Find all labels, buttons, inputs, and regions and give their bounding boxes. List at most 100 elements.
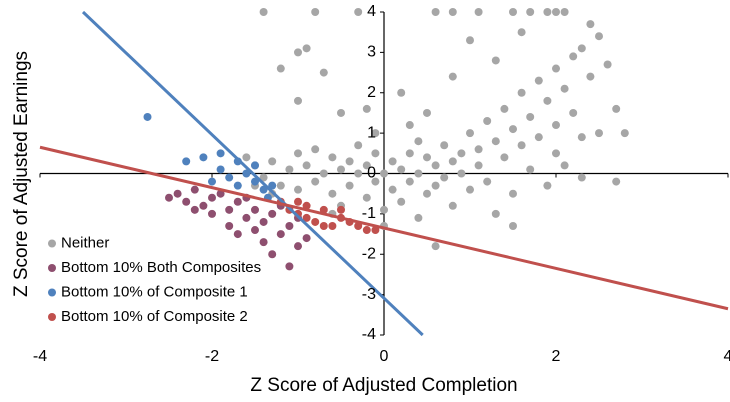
- point: [242, 169, 251, 178]
- point: [354, 221, 363, 230]
- point: [311, 217, 320, 226]
- point: [199, 153, 208, 162]
- point: [190, 205, 199, 214]
- point: [242, 213, 251, 222]
- point: [216, 165, 225, 174]
- point: [337, 165, 345, 174]
- point: [423, 153, 431, 162]
- point: [362, 104, 371, 113]
- y-tick-label: 4: [367, 3, 376, 20]
- point: [354, 8, 363, 16]
- point: [294, 197, 302, 206]
- point: [569, 108, 578, 117]
- y-tick-label: -3: [362, 286, 376, 303]
- point: [259, 217, 268, 226]
- point: [285, 262, 294, 271]
- point: [534, 133, 543, 142]
- point: [543, 96, 552, 105]
- x-tick-label: 2: [552, 348, 561, 365]
- point: [225, 205, 234, 214]
- point: [431, 8, 440, 16]
- point: [302, 161, 311, 170]
- point: [474, 145, 483, 154]
- point: [208, 177, 216, 186]
- point: [285, 165, 294, 174]
- point: [534, 76, 543, 85]
- point: [526, 112, 535, 121]
- point: [560, 8, 569, 16]
- point: [345, 157, 354, 166]
- point: [612, 177, 621, 186]
- point: [182, 157, 191, 166]
- legend-label: Bottom 10% of Composite 1: [61, 283, 248, 300]
- point: [302, 234, 311, 243]
- legend-label: Neither: [61, 234, 109, 251]
- legend-marker: [48, 239, 56, 248]
- x-axis-title: Z Score of Adjusted Completion: [250, 375, 517, 396]
- point: [500, 153, 509, 162]
- point: [319, 169, 328, 178]
- point: [259, 238, 268, 247]
- point: [474, 161, 483, 170]
- point: [311, 145, 320, 154]
- y-tick-label: -4: [362, 326, 376, 343]
- point: [225, 173, 234, 182]
- point: [388, 185, 397, 194]
- point: [225, 221, 234, 230]
- point: [251, 161, 259, 170]
- point: [268, 181, 277, 190]
- legend-label: Bottom 10% of Composite 2: [61, 308, 248, 325]
- point: [577, 44, 586, 53]
- point: [500, 104, 509, 113]
- point: [276, 230, 285, 239]
- point: [294, 48, 302, 57]
- point: [294, 149, 302, 158]
- point: [483, 177, 492, 186]
- point: [509, 221, 517, 230]
- point: [405, 121, 414, 130]
- point: [517, 141, 526, 150]
- point: [328, 153, 337, 162]
- point: [319, 205, 328, 214]
- x-tick-label: -4: [33, 348, 47, 365]
- point: [431, 181, 440, 190]
- point: [362, 161, 371, 170]
- point: [380, 205, 388, 214]
- point: [440, 173, 449, 182]
- x-tick-label: 4: [724, 348, 730, 365]
- legend-marker: [48, 264, 56, 272]
- point: [448, 72, 457, 81]
- point: [405, 177, 414, 186]
- point: [612, 104, 621, 113]
- point: [526, 8, 535, 16]
- point: [466, 185, 474, 194]
- point: [143, 112, 152, 121]
- point: [448, 157, 457, 166]
- point: [448, 8, 457, 16]
- point: [397, 165, 406, 174]
- point: [294, 242, 302, 251]
- point: [328, 221, 337, 230]
- point: [577, 173, 586, 182]
- point: [182, 197, 191, 206]
- point: [466, 129, 474, 138]
- point: [457, 149, 466, 158]
- point: [491, 56, 500, 65]
- point: [276, 64, 285, 73]
- point: [483, 117, 492, 126]
- y-tick-label: 1: [367, 124, 376, 141]
- point: [268, 157, 277, 166]
- legend-label: Bottom 10% Both Composites: [61, 259, 261, 276]
- point: [165, 193, 173, 202]
- point: [543, 181, 552, 190]
- point: [302, 213, 311, 222]
- point: [294, 96, 302, 105]
- y-tick-label: -2: [362, 245, 376, 262]
- point: [319, 68, 328, 77]
- point: [354, 169, 363, 178]
- y-tick-label: 3: [367, 44, 376, 61]
- y-tick-label: 2: [367, 84, 376, 101]
- point: [268, 209, 277, 218]
- point: [517, 28, 526, 37]
